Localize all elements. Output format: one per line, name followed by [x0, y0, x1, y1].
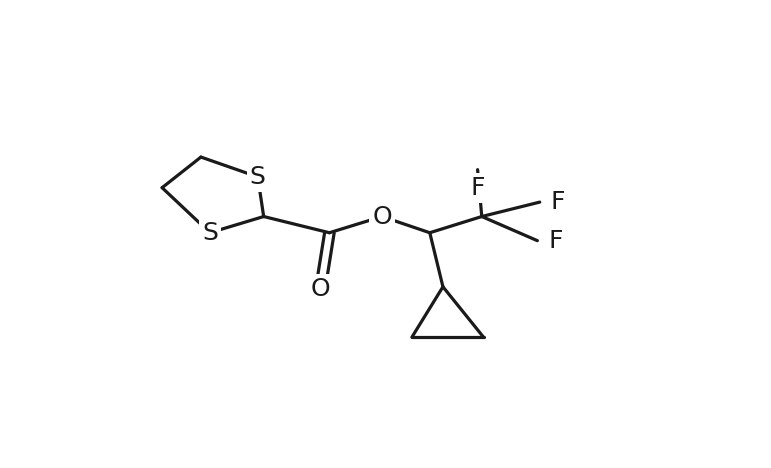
Text: S: S [202, 221, 218, 245]
Text: F: F [548, 229, 563, 253]
Text: O: O [372, 205, 392, 228]
Text: F: F [470, 176, 485, 200]
Text: O: O [311, 277, 330, 300]
Text: S: S [250, 165, 266, 189]
Text: F: F [550, 190, 565, 214]
